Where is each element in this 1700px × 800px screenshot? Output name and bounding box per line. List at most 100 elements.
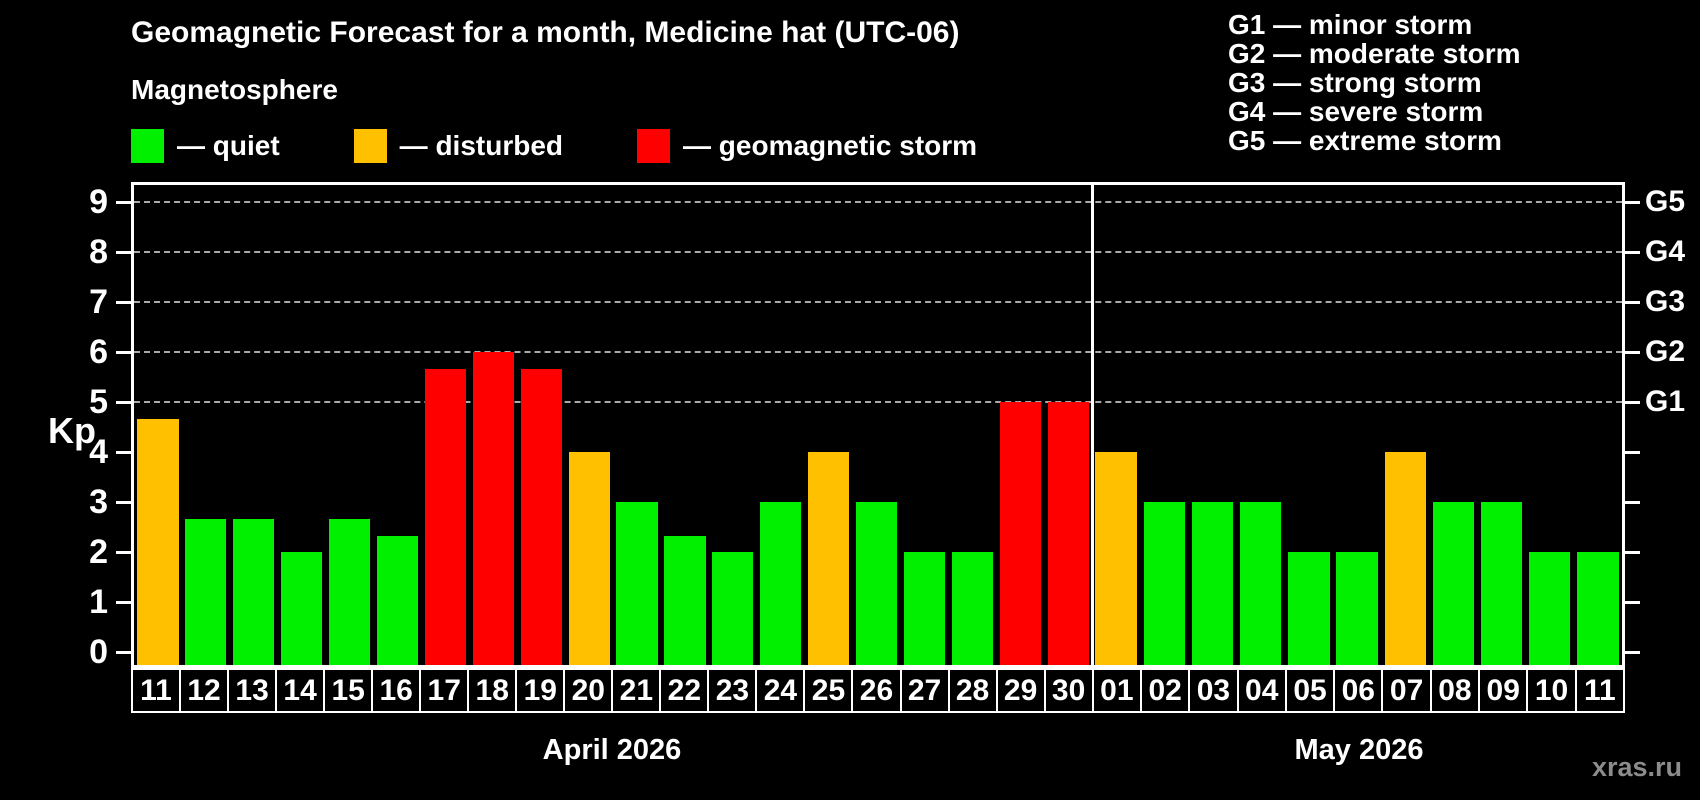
left-tick-kp-8 xyxy=(116,251,131,254)
day-label-may-06: 06 xyxy=(1333,668,1384,713)
day-label-april-18: 18 xyxy=(467,668,518,713)
magnetosphere-legend: — quiet — disturbed — geomagnetic storm xyxy=(131,128,977,164)
legend-label-disturbed: — disturbed xyxy=(399,130,564,161)
day-slot xyxy=(1574,185,1622,665)
day-label-may-04: 04 xyxy=(1236,668,1287,713)
day-label-april-19: 19 xyxy=(515,668,566,713)
y-tick-label-0: 0 xyxy=(89,633,108,671)
right-tick-kp-0 xyxy=(1625,651,1640,654)
y-tick-label-8: 8 xyxy=(89,233,108,271)
day-slot xyxy=(421,185,469,665)
day-slot xyxy=(1285,185,1333,665)
kp-bar-may-05 xyxy=(1288,552,1330,665)
kp-bar-april-23 xyxy=(712,552,754,665)
legend-swatch-storm xyxy=(637,129,671,163)
month-boundary-line xyxy=(1091,185,1095,665)
g-scale-label-g3: G3 xyxy=(1645,285,1686,318)
day-label-april-23: 23 xyxy=(707,668,758,713)
kp-bar-april-24 xyxy=(760,502,802,665)
left-tick-kp-5 xyxy=(116,401,131,404)
kp-bar-april-29 xyxy=(999,402,1041,665)
day-slot xyxy=(709,185,757,665)
kp-bar-april-19 xyxy=(520,368,562,665)
day-label-april-15: 15 xyxy=(323,668,374,713)
day-label-may-11: 11 xyxy=(1574,668,1625,713)
kp-bar-may-02 xyxy=(1143,502,1186,665)
day-label-may-08: 08 xyxy=(1429,668,1481,713)
kp-bar-may-06 xyxy=(1336,552,1378,665)
day-label-april-12: 12 xyxy=(179,668,230,713)
right-tick-kp-3 xyxy=(1625,501,1640,504)
left-tick-kp-1 xyxy=(116,601,131,604)
y-axis-title: Kp xyxy=(48,410,96,451)
gridline-kp-5 xyxy=(134,401,1622,403)
day-label-april-28: 28 xyxy=(947,668,998,713)
kp-bar-april-11 xyxy=(137,418,179,665)
kp-bar-may-10 xyxy=(1529,552,1571,665)
legend-item-quiet: — quiet xyxy=(131,129,280,163)
bars-container xyxy=(134,185,1622,665)
day-slot xyxy=(1140,185,1188,665)
day-label-april-27: 27 xyxy=(899,668,950,713)
day-label-april-22: 22 xyxy=(659,668,710,713)
day-slot xyxy=(1092,185,1140,665)
day-label-may-09: 09 xyxy=(1478,668,1529,713)
day-label-april-14: 14 xyxy=(275,668,326,713)
storm-scale-line-g2: G2 — moderate storm xyxy=(1228,38,1521,69)
legend-swatch-disturbed xyxy=(353,129,387,163)
kp-bar-may-03 xyxy=(1191,502,1234,665)
month-group-may xyxy=(1092,185,1622,665)
day-label-april-30: 30 xyxy=(1043,668,1094,713)
g-scale-label-g5: G5 xyxy=(1645,185,1686,218)
kp-bar-may-08 xyxy=(1432,502,1475,665)
day-label-april-24: 24 xyxy=(755,668,806,713)
gridline-kp-9 xyxy=(134,201,1622,203)
kp-bar-april-25 xyxy=(808,452,850,665)
kp-bar-may-09 xyxy=(1480,502,1523,665)
y-tick-label-4: 4 xyxy=(89,433,108,471)
right-tick-kp-2 xyxy=(1625,551,1640,554)
day-slot xyxy=(1381,185,1429,665)
magnetosphere-label: Magnetosphere xyxy=(131,74,338,105)
kp-bar-april-14 xyxy=(281,552,323,665)
left-tick-kp-0 xyxy=(116,651,131,654)
day-box-group-april: 11 12 13 14 15 16 17 18 19 20 21 22 23 24 25 26 27 28 29 30 xyxy=(131,668,1094,713)
kp-bar-april-30 xyxy=(1047,402,1089,665)
day-label-april-20: 20 xyxy=(563,668,614,713)
day-slot xyxy=(1333,185,1381,665)
day-slot xyxy=(853,185,901,665)
month-label-may: May 2026 xyxy=(1294,734,1424,766)
right-tick-kp-4 xyxy=(1625,451,1640,454)
g-scale-label-g4: G4 xyxy=(1645,235,1686,268)
kp-bar-may-01 xyxy=(1095,452,1137,665)
y-tick-label-7: 7 xyxy=(89,283,108,321)
day-label-april-21: 21 xyxy=(611,668,662,713)
day-label-april-26: 26 xyxy=(851,668,902,713)
day-slot xyxy=(1429,185,1477,665)
legend-item-storm: — geomagnetic storm xyxy=(637,129,977,163)
kp-bar-april-18 xyxy=(472,352,514,665)
kp-bar-april-28 xyxy=(951,552,993,665)
page-title: Geomagnetic Forecast for a month, Medici… xyxy=(131,16,960,49)
kp-bar-april-27 xyxy=(903,552,946,665)
day-slot xyxy=(182,185,230,665)
day-slot xyxy=(613,185,661,665)
day-slot xyxy=(757,185,805,665)
day-slot xyxy=(278,185,326,665)
kp-bar-april-16 xyxy=(376,535,419,665)
storm-scale-line-g4: G4 — severe storm xyxy=(1228,96,1484,127)
day-slot xyxy=(1526,185,1574,665)
g-scale-label-g1: G1 xyxy=(1645,385,1686,418)
kp-bar-april-17 xyxy=(424,368,466,665)
y-tick-label-5: 5 xyxy=(89,383,108,421)
legend-swatch-quiet xyxy=(131,129,164,163)
day-label-may-05: 05 xyxy=(1284,668,1336,713)
day-slot xyxy=(661,185,709,665)
y-tick-label-3: 3 xyxy=(89,483,108,521)
day-slot xyxy=(326,185,374,665)
gridline-kp-6 xyxy=(134,351,1622,353)
day-slot xyxy=(948,185,996,665)
watermark: xras.ru xyxy=(1591,752,1682,782)
storm-scale-legend: G1 — minor storm G2 — moderate storm G3 — … xyxy=(1228,10,1521,155)
kp-bar-april-12 xyxy=(185,518,227,665)
